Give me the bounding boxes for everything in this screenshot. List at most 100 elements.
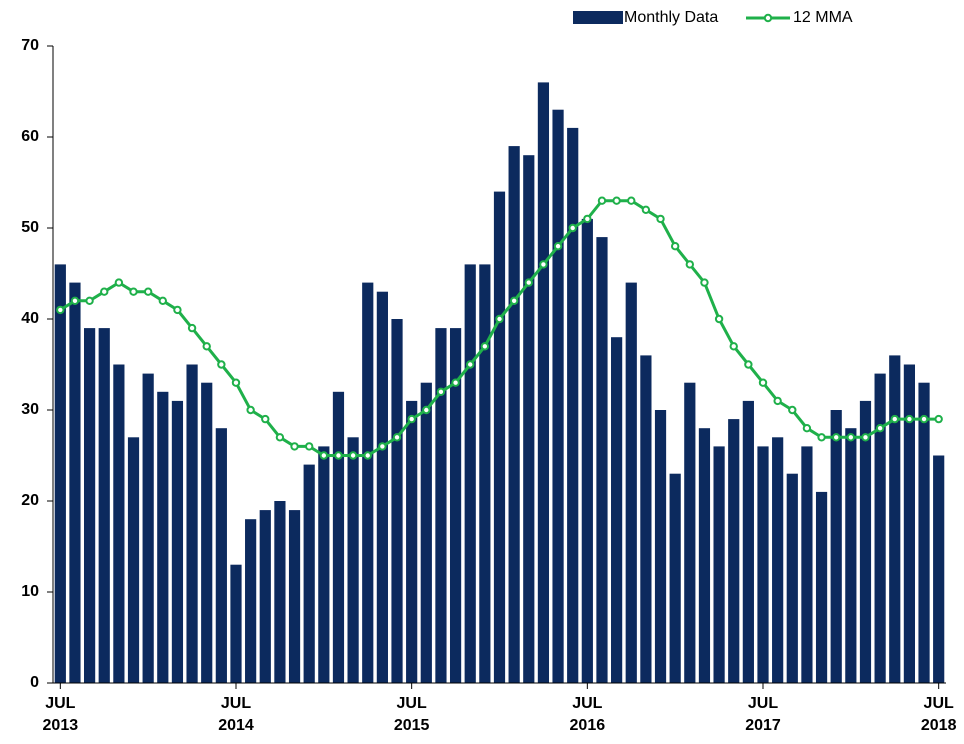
bar [157,391,169,683]
bar [611,337,623,683]
y-tick-label: 50 [21,219,39,236]
bar [801,446,813,683]
bar [142,373,154,683]
bar [406,400,418,683]
line-point [495,314,504,324]
line-point [56,305,65,315]
bar [376,291,388,683]
bar [728,419,740,683]
line-point [890,414,899,424]
line-point [524,278,533,287]
bar [640,355,652,683]
bar [859,400,872,683]
y-tick-label: 0 [30,674,39,691]
bar [318,446,330,683]
line-point [422,405,431,415]
line-point [788,405,797,415]
line-point [729,342,738,351]
x-tick-label: JUL 2014 [218,695,254,734]
line-point [70,296,80,305]
bar [596,237,608,683]
bar [54,264,66,683]
bar [537,82,550,683]
line-point [714,314,724,324]
line-point [875,424,885,433]
bar [186,364,198,683]
bar [669,473,681,683]
y-tick-label: 60 [21,128,39,145]
line-point [597,196,607,205]
line-point [187,323,197,333]
bar [245,519,257,683]
line-point [846,433,856,442]
bar [435,328,447,683]
line-point [304,442,314,451]
line-point [612,196,621,205]
bar [98,328,110,683]
line-point [158,296,167,305]
line-point [392,433,402,442]
line-point [231,378,241,387]
line-point [407,414,416,424]
line-point [568,223,577,233]
legend-swatch [573,11,623,24]
bar [772,437,784,683]
line-point [641,205,651,215]
line-point [656,214,665,224]
legend-swatch-point [763,13,773,23]
bar [69,282,81,683]
bar [845,428,857,683]
bar [552,109,564,683]
line-point [290,442,299,451]
y-tick-label: 10 [21,583,39,600]
bar [391,319,403,683]
line-point [451,378,460,387]
line-point [246,405,255,415]
bar [654,410,667,683]
bar [508,146,520,684]
line-point [466,360,475,369]
line-point [261,414,270,424]
bar [288,510,301,683]
y-tick-label: 70 [21,37,39,54]
bar [420,382,432,683]
bar [698,428,711,683]
line-point [905,414,914,424]
line-point [319,451,329,460]
bar [567,127,579,683]
line-point [700,278,709,287]
x-tick-label: JUL 2018 [920,695,957,734]
line-point [202,342,211,351]
bar [303,464,315,683]
x-tick-label: JUL 2013 [42,695,79,734]
bar [918,382,930,683]
bar [230,564,242,683]
bar [874,373,886,683]
bar [786,473,798,683]
legend-label: 12 MMA [793,9,853,26]
bar [815,491,828,683]
bar [493,191,506,683]
line-point [861,433,870,442]
bar [201,382,213,683]
bar [523,155,535,683]
line-point [378,442,387,451]
bar [889,355,901,683]
bar [171,400,184,683]
line-point [685,260,695,269]
line-point [129,287,138,296]
line-point [627,196,636,205]
bar [713,446,725,683]
line-point [919,414,929,424]
line-point [173,305,182,315]
bar [684,382,696,683]
bar [127,437,140,683]
bar [757,446,769,683]
bar [259,510,271,683]
bar [113,364,125,683]
x-tick-label: JUL 2017 [745,695,781,734]
line-point [509,296,519,305]
x-tick-label: JUL 2016 [569,695,606,734]
